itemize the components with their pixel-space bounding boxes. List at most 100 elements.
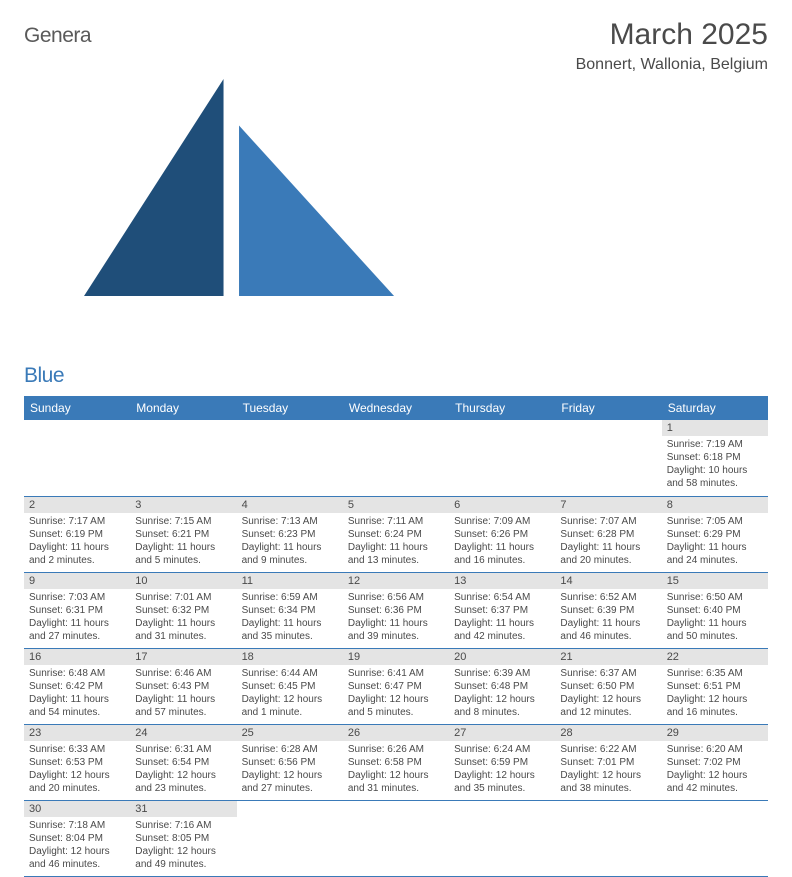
daylight-line: Daylight: 11 hours and 50 minutes. [667, 617, 763, 643]
weekday-header: Friday [555, 396, 661, 420]
day-cell-inner: 7Sunrise: 7:07 AMSunset: 6:28 PMDaylight… [555, 497, 661, 572]
sunrise-line: Sunrise: 6:54 AM [454, 591, 550, 604]
sunrise-line: Sunrise: 6:56 AM [348, 591, 444, 604]
title-block: March 2025 Bonnert, Wallonia, Belgium [576, 18, 768, 74]
empty-cell [449, 420, 555, 496]
sunset-line: Sunset: 6:42 PM [29, 680, 125, 693]
calendar-week-row: 23Sunrise: 6:33 AMSunset: 6:53 PMDayligh… [24, 724, 768, 800]
empty-cell [449, 800, 555, 876]
day-details: Sunrise: 7:15 AMSunset: 6:21 PMDaylight:… [130, 513, 236, 570]
daylight-line: Daylight: 11 hours and 57 minutes. [135, 693, 231, 719]
daylight-line: Daylight: 12 hours and 16 minutes. [667, 693, 763, 719]
day-cell-inner: 15Sunrise: 6:50 AMSunset: 6:40 PMDayligh… [662, 573, 768, 648]
daylight-line: Daylight: 12 hours and 38 minutes. [560, 769, 656, 795]
day-cell-inner: 29Sunrise: 6:20 AMSunset: 7:02 PMDayligh… [662, 725, 768, 800]
sunrise-line: Sunrise: 6:41 AM [348, 667, 444, 680]
day-details: Sunrise: 6:35 AMSunset: 6:51 PMDaylight:… [662, 665, 768, 722]
sunrise-line: Sunrise: 7:05 AM [667, 515, 763, 528]
calendar-week-row: 9Sunrise: 7:03 AMSunset: 6:31 PMDaylight… [24, 572, 768, 648]
day-details: Sunrise: 6:33 AMSunset: 6:53 PMDaylight:… [24, 741, 130, 798]
sunset-line: Sunset: 7:02 PM [667, 756, 763, 769]
sunset-line: Sunset: 6:40 PM [667, 604, 763, 617]
sunrise-line: Sunrise: 7:01 AM [135, 591, 231, 604]
day-cell-inner: 31Sunrise: 7:16 AMSunset: 8:05 PMDayligh… [130, 801, 236, 876]
daylight-line: Daylight: 11 hours and 39 minutes. [348, 617, 444, 643]
daylight-line: Daylight: 12 hours and 23 minutes. [135, 769, 231, 795]
day-cell: 29Sunrise: 6:20 AMSunset: 7:02 PMDayligh… [662, 724, 768, 800]
day-cell: 11Sunrise: 6:59 AMSunset: 6:34 PMDayligh… [237, 572, 343, 648]
daylight-line: Daylight: 11 hours and 2 minutes. [29, 541, 125, 567]
day-number: 14 [555, 573, 661, 589]
daylight-line: Daylight: 12 hours and 20 minutes. [29, 769, 125, 795]
day-cell: 27Sunrise: 6:24 AMSunset: 6:59 PMDayligh… [449, 724, 555, 800]
day-number: 7 [555, 497, 661, 513]
day-details: Sunrise: 7:05 AMSunset: 6:29 PMDaylight:… [662, 513, 768, 570]
sunrise-line: Sunrise: 6:44 AM [242, 667, 338, 680]
sunrise-line: Sunrise: 7:07 AM [560, 515, 656, 528]
sunset-line: Sunset: 8:04 PM [29, 832, 125, 845]
day-number: 13 [449, 573, 555, 589]
day-number: 9 [24, 573, 130, 589]
daylight-line: Daylight: 11 hours and 54 minutes. [29, 693, 125, 719]
sunset-line: Sunset: 7:01 PM [560, 756, 656, 769]
sunset-line: Sunset: 6:39 PM [560, 604, 656, 617]
day-number: 24 [130, 725, 236, 741]
daylight-line: Daylight: 11 hours and 5 minutes. [135, 541, 231, 567]
sunset-line: Sunset: 6:58 PM [348, 756, 444, 769]
day-cell: 2Sunrise: 7:17 AMSunset: 6:19 PMDaylight… [24, 496, 130, 572]
daylight-line: Daylight: 12 hours and 49 minutes. [135, 845, 231, 871]
day-cell: 5Sunrise: 7:11 AMSunset: 6:24 PMDaylight… [343, 496, 449, 572]
sunset-line: Sunset: 6:23 PM [242, 528, 338, 541]
day-details: Sunrise: 7:03 AMSunset: 6:31 PMDaylight:… [24, 589, 130, 646]
sunrise-line: Sunrise: 7:13 AM [242, 515, 338, 528]
empty-cell [237, 800, 343, 876]
day-cell: 17Sunrise: 6:46 AMSunset: 6:43 PMDayligh… [130, 648, 236, 724]
logo-sail-icon [22, 340, 425, 363]
daylight-line: Daylight: 11 hours and 16 minutes. [454, 541, 550, 567]
daylight-line: Daylight: 11 hours and 20 minutes. [560, 541, 656, 567]
day-cell: 15Sunrise: 6:50 AMSunset: 6:40 PMDayligh… [662, 572, 768, 648]
day-cell: 14Sunrise: 6:52 AMSunset: 6:39 PMDayligh… [555, 572, 661, 648]
empty-cell [662, 800, 768, 876]
sunset-line: Sunset: 6:26 PM [454, 528, 550, 541]
empty-cell [555, 420, 661, 496]
weekday-header: Monday [130, 396, 236, 420]
calendar-page: GeneraBlue March 2025 Bonnert, Wallonia,… [0, 0, 792, 877]
day-cell: 7Sunrise: 7:07 AMSunset: 6:28 PMDaylight… [555, 496, 661, 572]
day-details: Sunrise: 6:52 AMSunset: 6:39 PMDaylight:… [555, 589, 661, 646]
day-cell-inner: 8Sunrise: 7:05 AMSunset: 6:29 PMDaylight… [662, 497, 768, 572]
sunset-line: Sunset: 6:47 PM [348, 680, 444, 693]
day-number: 31 [130, 801, 236, 817]
daylight-line: Daylight: 12 hours and 5 minutes. [348, 693, 444, 719]
daylight-line: Daylight: 12 hours and 1 minute. [242, 693, 338, 719]
day-cell-inner: 5Sunrise: 7:11 AMSunset: 6:24 PMDaylight… [343, 497, 449, 572]
day-details: Sunrise: 6:24 AMSunset: 6:59 PMDaylight:… [449, 741, 555, 798]
sunrise-line: Sunrise: 6:22 AM [560, 743, 656, 756]
day-number: 21 [555, 649, 661, 665]
day-cell: 25Sunrise: 6:28 AMSunset: 6:56 PMDayligh… [237, 724, 343, 800]
sunset-line: Sunset: 6:28 PM [560, 528, 656, 541]
sunrise-line: Sunrise: 7:17 AM [29, 515, 125, 528]
logo-text: GeneraBlue [24, 24, 427, 388]
sunset-line: Sunset: 6:18 PM [667, 451, 763, 464]
day-cell-inner: 13Sunrise: 6:54 AMSunset: 6:37 PMDayligh… [449, 573, 555, 648]
sunrise-line: Sunrise: 6:46 AM [135, 667, 231, 680]
sunset-line: Sunset: 6:19 PM [29, 528, 125, 541]
day-details: Sunrise: 6:20 AMSunset: 7:02 PMDaylight:… [662, 741, 768, 798]
day-details: Sunrise: 6:31 AMSunset: 6:54 PMDaylight:… [130, 741, 236, 798]
sunrise-line: Sunrise: 6:39 AM [454, 667, 550, 680]
calendar-table: SundayMondayTuesdayWednesdayThursdayFrid… [24, 396, 768, 877]
day-cell: 20Sunrise: 6:39 AMSunset: 6:48 PMDayligh… [449, 648, 555, 724]
sunrise-line: Sunrise: 6:24 AM [454, 743, 550, 756]
day-cell: 12Sunrise: 6:56 AMSunset: 6:36 PMDayligh… [343, 572, 449, 648]
day-cell-inner: 2Sunrise: 7:17 AMSunset: 6:19 PMDaylight… [24, 497, 130, 572]
day-cell: 10Sunrise: 7:01 AMSunset: 6:32 PMDayligh… [130, 572, 236, 648]
daylight-line: Daylight: 12 hours and 46 minutes. [29, 845, 125, 871]
day-details: Sunrise: 7:07 AMSunset: 6:28 PMDaylight:… [555, 513, 661, 570]
day-number: 16 [24, 649, 130, 665]
day-details: Sunrise: 6:44 AMSunset: 6:45 PMDaylight:… [237, 665, 343, 722]
day-details: Sunrise: 7:18 AMSunset: 8:04 PMDaylight:… [24, 817, 130, 874]
sunset-line: Sunset: 6:50 PM [560, 680, 656, 693]
sunset-line: Sunset: 6:43 PM [135, 680, 231, 693]
location-text: Bonnert, Wallonia, Belgium [576, 56, 768, 74]
